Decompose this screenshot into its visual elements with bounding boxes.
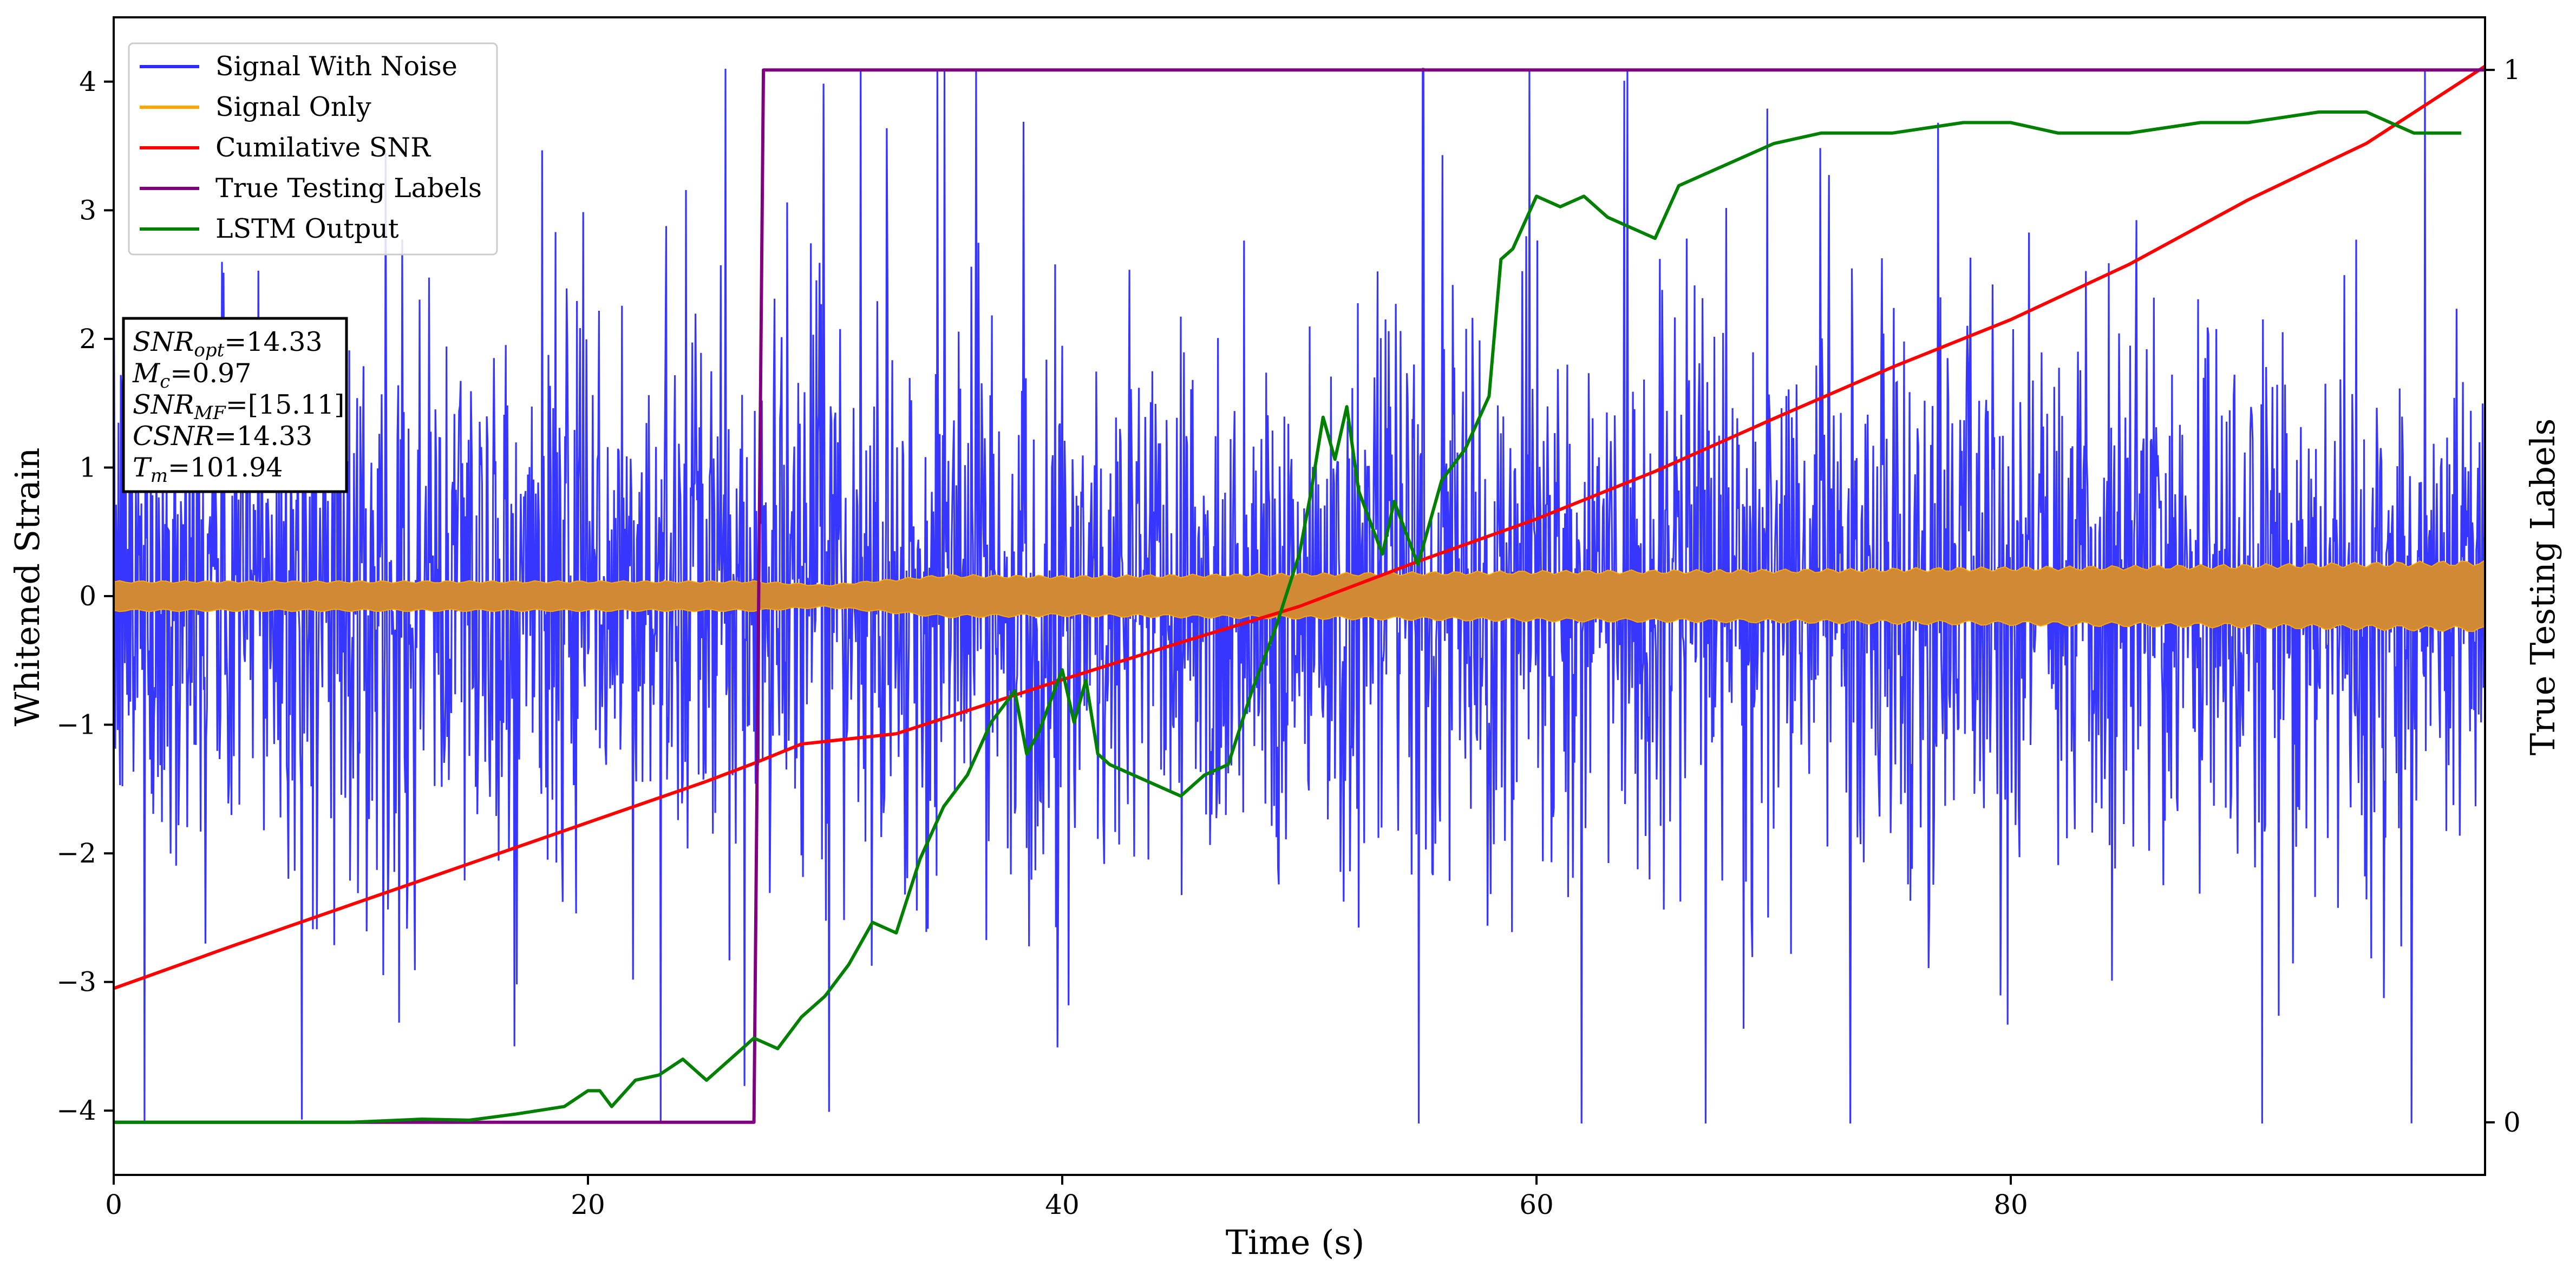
y-tick-label: −1 xyxy=(56,709,96,741)
y-tick-label: 4 xyxy=(79,66,96,97)
legend-label: Cumilative SNR xyxy=(215,132,431,163)
y-right-tick-label: 0 xyxy=(2503,1107,2521,1138)
x-tick-label: 60 xyxy=(1519,1189,1554,1220)
x-tick-label: 20 xyxy=(571,1189,605,1220)
legend-label: True Testing Labels xyxy=(215,173,482,204)
y-right-tick-label: 1 xyxy=(2503,54,2521,86)
x-tick-label: 0 xyxy=(105,1189,122,1220)
y-axis-label: Whitened Strain xyxy=(8,448,47,727)
annotation-line: SNRopt=14.33 xyxy=(133,326,323,361)
legend-label: LSTM Output xyxy=(215,213,399,244)
annotation-box: SNRopt=14.33Mc=0.97SNRMF=[15.11]CSNR=14.… xyxy=(122,317,348,493)
legend-label: Signal With Noise xyxy=(215,51,457,82)
y-tick-label: 0 xyxy=(79,580,96,612)
series-cumilative-snr xyxy=(113,64,2486,990)
legend-label: Signal Only xyxy=(215,92,371,122)
series-true-testing-labels xyxy=(114,68,2485,1124)
annotation-line: SNRMF=[15.11] xyxy=(133,389,344,424)
annotation-line: Tm=101.94 xyxy=(133,452,283,487)
legend: Signal With Noise Signal Only Cumilative S… xyxy=(128,42,498,256)
y-tick-label: −2 xyxy=(56,838,96,869)
y-tick-label: 2 xyxy=(79,323,96,355)
y-axis-right-label: True Testing Labels xyxy=(2523,419,2562,756)
x-tick-label: 40 xyxy=(1045,1189,1080,1220)
x-tick-label: 80 xyxy=(1993,1189,2028,1220)
annotation-frame xyxy=(122,317,348,493)
annotation-line: Mc=0.97 xyxy=(132,358,251,393)
y-tick-label: 1 xyxy=(79,452,96,483)
annotation-line: CSNR=14.33 xyxy=(133,421,312,452)
y-tick-label: −4 xyxy=(56,1095,96,1126)
y-tick-label: 3 xyxy=(79,194,96,226)
legend-box xyxy=(128,42,498,256)
y-tick-label: −3 xyxy=(56,966,96,998)
x-axis-label: Time (s) xyxy=(1226,1223,1365,1262)
line-series-layer xyxy=(113,64,2486,1124)
series-lstm-output xyxy=(114,110,2462,1124)
